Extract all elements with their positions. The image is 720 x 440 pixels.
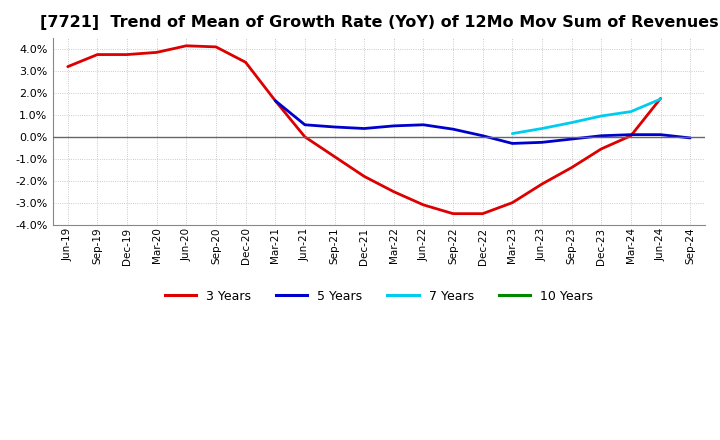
Title: [7721]  Trend of Mean of Growth Rate (YoY) of 12Mo Mov Sum of Revenues: [7721] Trend of Mean of Growth Rate (YoY… [40, 15, 719, 30]
Legend: 3 Years, 5 Years, 7 Years, 10 Years: 3 Years, 5 Years, 7 Years, 10 Years [160, 285, 598, 308]
